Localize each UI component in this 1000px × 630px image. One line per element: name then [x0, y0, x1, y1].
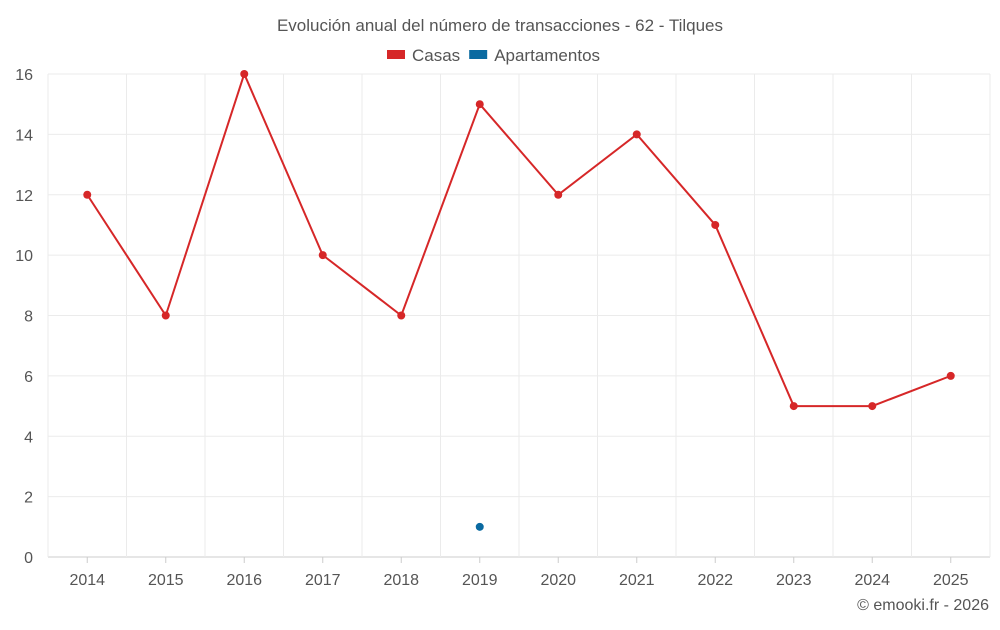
- y-tick-label: 12: [15, 188, 33, 205]
- y-tick-label: 8: [24, 309, 33, 326]
- data-point-casas[interactable]: [161, 311, 170, 320]
- credit-text: © emooki.fr - 2026: [857, 597, 989, 614]
- y-tick-label: 16: [15, 67, 33, 84]
- data-point-casas[interactable]: [711, 220, 720, 229]
- axes: 0 2 4 6 8 10 12 14 16 2014 2015 2016 2017 2018 2019 202…: [15, 67, 968, 589]
- x-tick-label: 2021: [619, 572, 655, 589]
- data-point-apartamentos[interactable]: [475, 522, 484, 531]
- y-tick-label: 4: [24, 429, 33, 446]
- data-point-casas[interactable]: [83, 190, 92, 199]
- x-tick-label: 2019: [462, 572, 498, 589]
- data-point-casas[interactable]: [789, 402, 798, 411]
- series-line-casas: [86, 71, 952, 408]
- data-point-casas[interactable]: [475, 100, 484, 109]
- y-tick-label: 14: [15, 127, 33, 144]
- x-tick-label: 2020: [540, 572, 576, 589]
- legend: Casas Apartamentos: [387, 46, 600, 65]
- data-point-casas[interactable]: [946, 371, 955, 380]
- legend-item-apartamentos[interactable]: Apartamentos: [469, 46, 600, 65]
- data-point-casas[interactable]: [318, 251, 327, 260]
- x-tick-label: 2018: [383, 572, 419, 589]
- x-tick-label: 2024: [854, 572, 890, 589]
- x-tick-label: 2022: [697, 572, 733, 589]
- data-point-casas[interactable]: [240, 70, 249, 78]
- chart-title: Evolución anual del número de transaccio…: [277, 16, 723, 35]
- y-tick-label: 10: [15, 248, 33, 265]
- legend-label: Apartamentos: [494, 46, 600, 65]
- x-tick-label: 2016: [226, 572, 262, 589]
- legend-swatch: [469, 50, 488, 59]
- x-tick-label: 2014: [69, 572, 105, 589]
- series-layer: [83, 70, 955, 531]
- grid: [47, 73, 991, 558]
- data-point-casas[interactable]: [554, 190, 563, 199]
- data-point-casas[interactable]: [397, 311, 406, 320]
- x-tick-label: 2015: [148, 572, 184, 589]
- y-tick-label: 6: [24, 369, 33, 386]
- y-tick-label: 0: [24, 550, 33, 567]
- data-point-casas[interactable]: [868, 402, 877, 411]
- data-point-casas[interactable]: [632, 130, 641, 139]
- y-tick-label: 2: [24, 490, 33, 507]
- legend-swatch: [387, 50, 405, 59]
- legend-label: Casas: [412, 46, 460, 65]
- x-tick-label: 2025: [933, 572, 969, 589]
- x-tick-label: 2017: [305, 572, 341, 589]
- x-tick-label: 2023: [776, 572, 812, 589]
- legend-item-casas[interactable]: Casas: [387, 46, 460, 65]
